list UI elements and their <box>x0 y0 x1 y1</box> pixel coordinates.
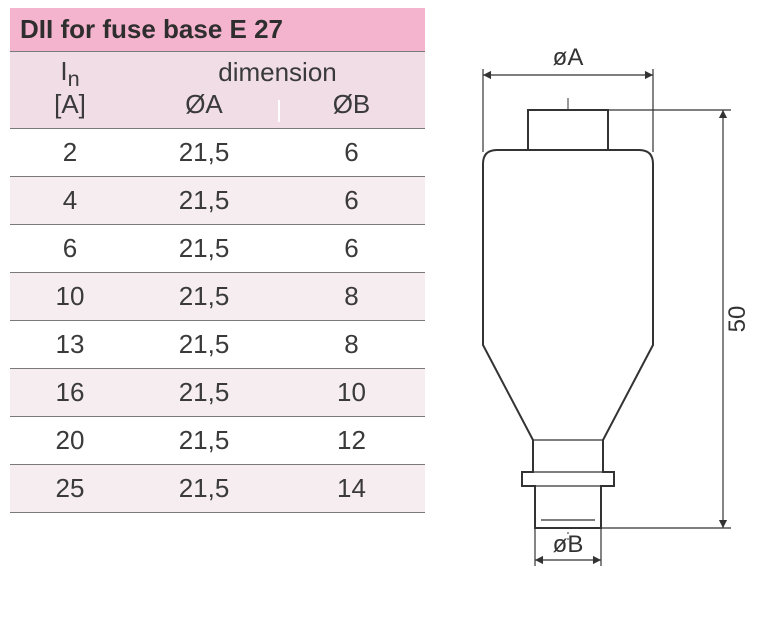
cell-current: 20 <box>10 416 130 464</box>
table-title: DII for fuse base E 27 <box>10 8 425 52</box>
col-header-ob: ØB <box>278 89 425 129</box>
fuse-dimension-table: DII for fuse base E 27 In dimension [A] … <box>10 8 425 513</box>
cell-oa: 21,5 <box>130 272 278 320</box>
cell-ob: 8 <box>278 320 425 368</box>
cell-current: 2 <box>10 128 130 176</box>
col-header-dimension: dimension <box>130 52 425 89</box>
table-row: 1621,510 <box>10 368 425 416</box>
table-row: 621,56 <box>10 224 425 272</box>
cell-oa: 21,5 <box>130 416 278 464</box>
svg-text:50: 50 <box>724 306 751 333</box>
cell-oa: 21,5 <box>130 320 278 368</box>
col-header-current-unit: [A] <box>10 89 130 129</box>
table-row: 221,56 <box>10 128 425 176</box>
cell-current: 25 <box>10 464 130 512</box>
table-row: 1321,58 <box>10 320 425 368</box>
col-header-oa: ØA <box>130 89 278 129</box>
cell-ob: 12 <box>278 416 425 464</box>
cell-oa: 21,5 <box>130 128 278 176</box>
cell-current: 13 <box>10 320 130 368</box>
cell-ob: 6 <box>278 176 425 224</box>
cell-ob: 10 <box>278 368 425 416</box>
cell-ob: 14 <box>278 464 425 512</box>
cell-oa: 21,5 <box>130 464 278 512</box>
cell-ob: 8 <box>278 272 425 320</box>
table-row: 2021,512 <box>10 416 425 464</box>
svg-text:øB: øB <box>553 531 584 558</box>
fuse-diagram: øA øB 50 <box>438 20 758 610</box>
fuse-table-container: DII for fuse base E 27 In dimension [A] … <box>0 0 430 617</box>
cell-current: 16 <box>10 368 130 416</box>
col-header-current-symbol: In <box>10 52 130 89</box>
table-row: 2521,514 <box>10 464 425 512</box>
table-row: 421,56 <box>10 176 425 224</box>
cell-oa: 21,5 <box>130 224 278 272</box>
cell-oa: 21,5 <box>130 368 278 416</box>
cell-ob: 6 <box>278 224 425 272</box>
cell-current: 6 <box>10 224 130 272</box>
table-row: 1021,58 <box>10 272 425 320</box>
cell-ob: 6 <box>278 128 425 176</box>
svg-text:øA: øA <box>553 44 584 71</box>
table-body: 221,56421,56621,561021,581321,581621,510… <box>10 128 425 512</box>
cell-current: 10 <box>10 272 130 320</box>
cell-oa: 21,5 <box>130 176 278 224</box>
cell-current: 4 <box>10 176 130 224</box>
